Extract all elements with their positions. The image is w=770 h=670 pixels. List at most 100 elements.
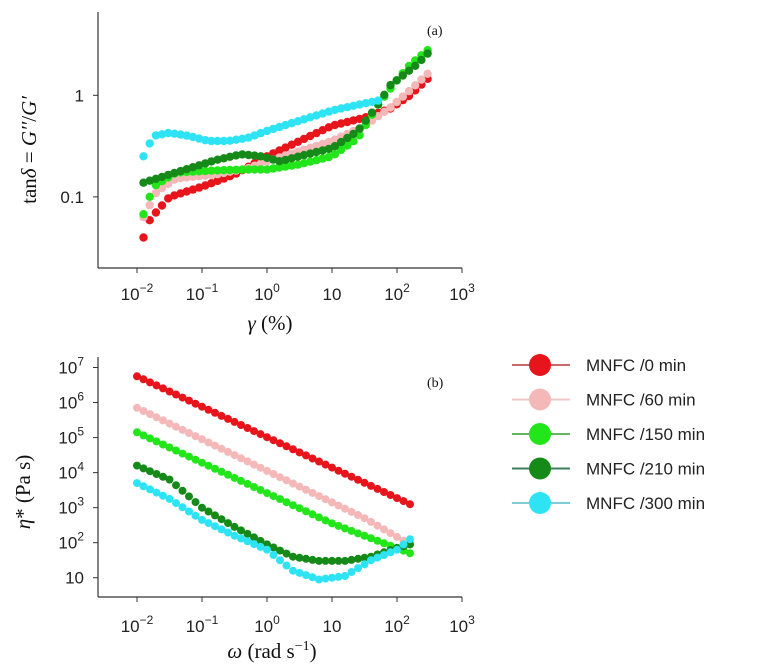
data-point [211,522,219,531]
series-mnfc-210-min [139,49,432,187]
data-point [367,108,377,117]
series-mnfc-0-min [133,372,414,509]
data-point [243,424,252,432]
data-point [204,461,213,470]
data-point [204,438,213,447]
data-point [185,396,193,405]
data-point [198,435,206,444]
data-point [281,162,290,171]
data-point [380,525,388,534]
data-point [178,503,187,512]
data-point [172,422,180,431]
legend: MNFC /0 min MNFC /60 min MNFC /150 min MNFC… [512,354,705,514]
data-point [238,165,247,174]
y-tick-label: 0.1 [60,188,84,207]
data-point [159,491,167,500]
data-point [380,107,389,117]
data-point [417,75,426,84]
data-point [178,393,187,402]
data-point [217,515,226,524]
data-point [198,458,206,467]
data-point [219,136,228,146]
data-point [355,124,364,133]
data-point [347,568,356,576]
data-point [139,152,148,161]
data-point [295,448,304,457]
data-point [386,491,395,499]
data-point [230,522,239,531]
data-point [282,549,291,558]
panel-a-chart: tanδ = G′′/G′ (a) γ (%) 10−2 10−1 100 10 102… [17,12,475,335]
data-point [386,80,395,90]
data-point [250,483,258,491]
data-point [354,511,362,519]
data-point [302,554,310,563]
y-tick-label: 104 [58,460,84,483]
data-point [230,531,239,540]
x-tick-label: 100 [254,281,280,304]
data-point [315,457,323,466]
data-point [170,129,179,138]
data-point [321,556,330,565]
data-point [237,534,245,543]
data-point [343,141,352,150]
data-point [398,92,407,101]
data-point [282,561,291,570]
data-point [145,192,154,201]
x-tick-label: 102 [384,613,410,636]
data-point [354,475,362,484]
data-point [133,479,141,488]
data-point [191,432,200,441]
data-point [133,372,141,381]
y-tick-label: 103 [58,495,84,518]
data-point [373,484,382,493]
series-mnfc-300-min [133,479,414,584]
legend-marker [529,492,551,514]
data-point [263,489,271,498]
data-point [386,548,395,557]
data-point [315,575,323,584]
data-point [211,464,219,473]
x-tick-label: 10 [323,617,342,636]
data-point [172,446,180,455]
data-point [176,173,185,183]
y-tick-label: 10 [65,569,84,588]
x-tick-label: 103 [449,613,475,636]
data-point [328,498,336,507]
data-point [269,543,278,552]
data-point [139,482,148,491]
data-point [224,447,232,456]
data-point [151,180,161,190]
panel-a-ylabel: tanδ = G′′/G′ [17,96,41,204]
data-point [151,188,161,198]
data-point [207,166,216,175]
data-point [217,525,226,534]
data-point [224,528,232,537]
data-point [367,481,375,490]
series-mnfc-60-min [133,403,414,549]
data-point [361,116,370,125]
data-point [243,537,252,546]
data-point [341,504,349,513]
data-point [139,464,148,473]
x-tick-label: 103 [449,281,475,304]
legend-marker [529,388,551,411]
data-point [289,445,297,454]
data-point [211,511,219,520]
legend-marker [529,457,551,480]
data-point [250,151,259,160]
data-point [244,150,253,160]
data-point [336,145,346,155]
data-point [282,498,291,507]
data-point [139,407,148,415]
y-tick-label: 107 [58,355,84,378]
data-point [269,164,278,173]
data-point [211,408,219,417]
data-point [243,529,252,538]
data-point [404,66,414,75]
data-point [302,507,310,516]
data-point [256,542,265,551]
data-point [250,533,258,542]
data-point [185,507,193,516]
data-point [360,478,369,487]
